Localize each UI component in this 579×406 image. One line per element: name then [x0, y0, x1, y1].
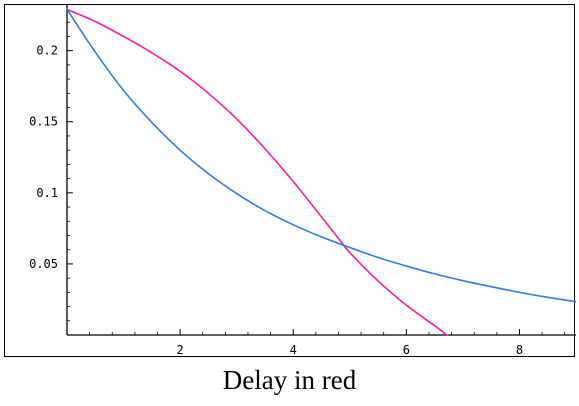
x-tick-label: 8 [516, 343, 523, 357]
tick-marks [67, 21, 566, 335]
x-tick-label: 2 [176, 343, 183, 357]
series-line-blue [66, 8, 576, 303]
y-tick-label: 0.15 [29, 115, 58, 129]
y-tick-label: 0.2 [36, 44, 58, 58]
line-chart: 0.05 0.1 0.15 0.2 2 4 6 8 [29, 5, 576, 357]
series-line-red [66, 8, 448, 336]
x-tick-label: 6 [403, 343, 410, 357]
axes [66, 5, 576, 336]
tick-labels: 0.05 0.1 0.15 0.2 2 4 6 8 [29, 44, 523, 357]
chart-caption: Delay in red [222, 365, 357, 395]
y-tick-label: 0.05 [29, 257, 58, 271]
y-tick-label: 0.1 [36, 186, 58, 200]
x-tick-label: 4 [290, 343, 297, 357]
series-lines [66, 8, 576, 336]
plot-frame: 0.05 0.1 0.15 0.2 2 4 6 8 [4, 4, 576, 357]
